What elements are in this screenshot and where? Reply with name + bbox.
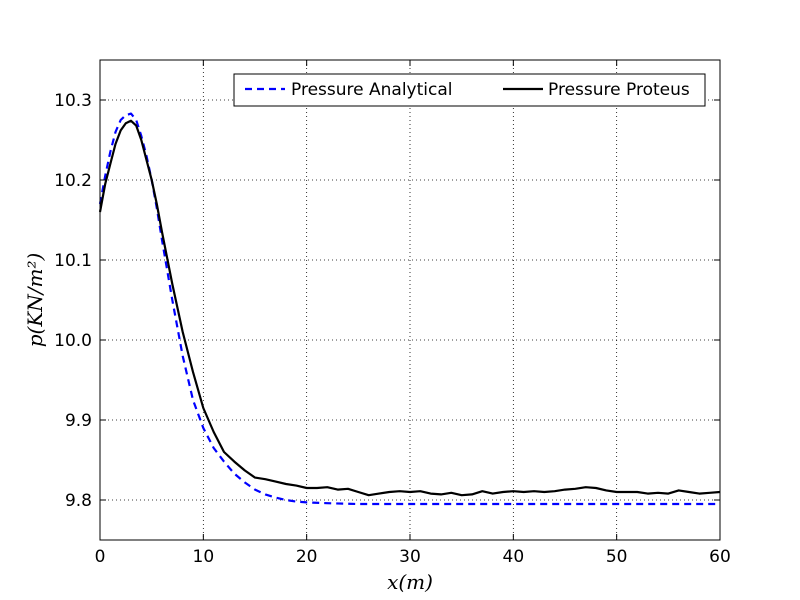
y-tick-label: 10.0 bbox=[54, 331, 92, 351]
series-line-pressure-analytical bbox=[98, 112, 720, 506]
legend-box bbox=[233, 73, 706, 107]
x-tick-label: 0 bbox=[95, 547, 106, 567]
x-tick-label: 50 bbox=[606, 547, 628, 567]
x-tick-label: 60 bbox=[709, 547, 731, 567]
series-line-pressure-proteus bbox=[98, 119, 721, 497]
ticks bbox=[99, 60, 721, 540]
tick-labels: 0 10 20 30 40 50 60 9.8 9.9 10.0 10.1 10.2 10.3 bbox=[54, 91, 731, 567]
plot-lines bbox=[98, 112, 721, 506]
legend: Pressure Analytical Pressure Proteus bbox=[233, 73, 706, 107]
legend-label-pressure-analytical: Pressure Analytical bbox=[291, 80, 452, 100]
x-tick-label: 10 bbox=[193, 547, 215, 567]
x-axis-label: x(m) bbox=[387, 570, 433, 594]
y-tick-label: 9.8 bbox=[65, 491, 92, 511]
y-tick-label: 10.1 bbox=[54, 251, 92, 271]
y-axis-label: p(KN/m²) bbox=[23, 253, 47, 348]
x-tick-label: 40 bbox=[503, 547, 525, 567]
y-tick-label: 10.3 bbox=[54, 91, 92, 111]
x-tick-label: 30 bbox=[399, 547, 421, 567]
y-tick-label: 9.9 bbox=[65, 411, 92, 431]
x-tick-label: 20 bbox=[296, 547, 318, 567]
grid bbox=[100, 60, 720, 540]
y-tick-label: 10.2 bbox=[54, 171, 92, 191]
legend-label-pressure-proteus: Pressure Proteus bbox=[548, 80, 690, 100]
